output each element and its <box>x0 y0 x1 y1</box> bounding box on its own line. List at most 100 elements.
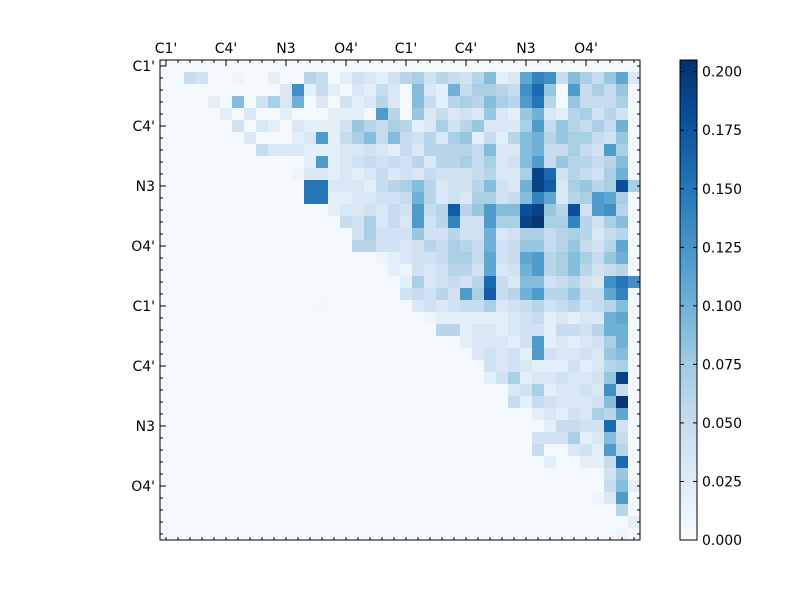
heatmap-cell <box>268 216 281 229</box>
heatmap-cell <box>172 216 185 229</box>
heatmap-cell <box>568 480 581 493</box>
heatmap-cell <box>220 300 233 313</box>
heatmap-cell <box>244 492 257 505</box>
heatmap-cell <box>220 228 233 241</box>
heatmap-cell <box>400 492 413 505</box>
heatmap-cell <box>304 528 317 541</box>
heatmap-cell <box>400 252 413 265</box>
heatmap-cell <box>196 504 209 517</box>
heatmap-cell <box>340 132 353 145</box>
heatmap-cell <box>376 312 389 325</box>
heatmap-cell <box>292 96 305 109</box>
heatmap-cell <box>256 144 269 157</box>
heatmap-cell <box>604 276 617 289</box>
heatmap-cell <box>316 192 329 205</box>
heatmap-cell <box>256 264 269 277</box>
heatmap-cell <box>592 516 605 529</box>
heatmap-cell <box>364 108 377 121</box>
heatmap-cell <box>568 300 581 313</box>
heatmap-cell <box>568 156 581 169</box>
heatmap-cell <box>340 324 353 337</box>
heatmap-cell <box>436 228 449 241</box>
heatmap-cell <box>364 504 377 517</box>
heatmap-cell <box>220 468 233 481</box>
heatmap-cell <box>256 528 269 541</box>
heatmap-cell <box>220 516 233 529</box>
heatmap-cell <box>208 216 221 229</box>
heatmap-cell <box>544 288 557 301</box>
heatmap-cell <box>472 444 485 457</box>
heatmap-cell <box>520 96 533 109</box>
heatmap-cell <box>184 216 197 229</box>
heatmap-cell <box>436 396 449 409</box>
heatmap-cell <box>400 336 413 349</box>
heatmap-cell <box>436 60 449 73</box>
heatmap-cell <box>460 180 473 193</box>
heatmap-cell <box>352 420 365 433</box>
heatmap-cell <box>352 468 365 481</box>
heatmap-cell <box>544 108 557 121</box>
heatmap-cell <box>280 180 293 193</box>
heatmap-cell <box>256 408 269 421</box>
heatmap-cell <box>256 108 269 121</box>
heatmap-cell <box>172 288 185 301</box>
heatmap-cell <box>160 228 173 241</box>
axis-ticks <box>160 60 640 540</box>
heatmap-cell <box>304 516 317 529</box>
heatmap-cell <box>172 492 185 505</box>
heatmap-cell <box>616 420 629 433</box>
heatmap-cell <box>316 420 329 433</box>
heatmap-cell <box>400 288 413 301</box>
heatmap-cell <box>472 528 485 541</box>
heatmap-cell <box>340 432 353 445</box>
heatmap-cell <box>520 300 533 313</box>
heatmap-cell <box>448 96 461 109</box>
heatmap-cell <box>376 204 389 217</box>
heatmap-cell <box>472 240 485 253</box>
heatmap-cell <box>436 180 449 193</box>
colorbar <box>679 59 698 541</box>
heatmap-cell <box>292 192 305 205</box>
heatmap-cell <box>604 204 617 217</box>
heatmap-cell <box>568 288 581 301</box>
heatmap-cell <box>316 372 329 385</box>
heatmap-cell <box>376 288 389 301</box>
heatmap-cell <box>412 216 425 229</box>
heatmap-cell <box>604 84 617 97</box>
heatmap-cell <box>532 72 545 85</box>
heatmap-cell <box>520 432 533 445</box>
heatmap-cell <box>460 60 473 73</box>
heatmap-cell <box>316 468 329 481</box>
heatmap-cell <box>232 516 245 529</box>
heatmap-cell <box>448 336 461 349</box>
heatmap-cell <box>292 360 305 373</box>
heatmap-cell <box>208 252 221 265</box>
heatmap-cell <box>328 156 341 169</box>
heatmap-cell <box>496 228 509 241</box>
heatmap-cell <box>568 204 581 217</box>
heatmap-cell <box>592 456 605 469</box>
heatmap-cell <box>400 528 413 541</box>
heatmap-cell <box>508 492 521 505</box>
heatmap-cell <box>220 264 233 277</box>
heatmap-cell <box>496 312 509 325</box>
heatmap-cell <box>268 192 281 205</box>
heatmap-cell <box>184 96 197 109</box>
heatmap-cell <box>376 96 389 109</box>
heatmap-cell <box>208 108 221 121</box>
heatmap-cell <box>208 468 221 481</box>
heatmap-cell <box>172 300 185 313</box>
heatmap-cell <box>160 168 173 181</box>
heatmap-cell <box>172 252 185 265</box>
heatmap-cell <box>292 276 305 289</box>
heatmap-cell <box>604 288 617 301</box>
heatmap-cell <box>496 204 509 217</box>
heatmap-cell <box>436 132 449 145</box>
heatmap-cell <box>484 372 497 385</box>
heatmap-cell <box>544 240 557 253</box>
heatmap-cell <box>376 516 389 529</box>
heatmap-cell <box>544 444 557 457</box>
heatmap-cell <box>160 324 173 337</box>
heatmap-cell <box>220 312 233 325</box>
heatmap-cell <box>544 216 557 229</box>
